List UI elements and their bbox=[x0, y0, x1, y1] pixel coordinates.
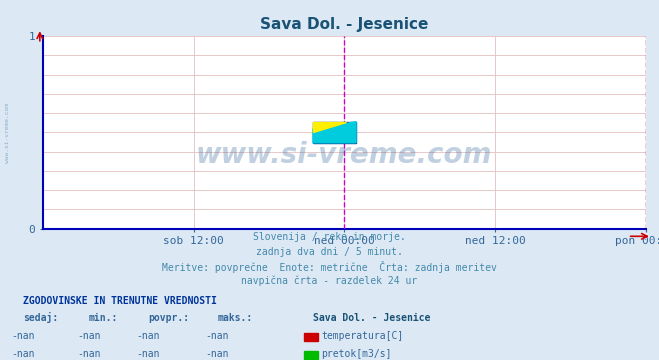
Text: navpična črta - razdelek 24 ur: navpična črta - razdelek 24 ur bbox=[241, 275, 418, 286]
Title: Sava Dol. - Jesenice: Sava Dol. - Jesenice bbox=[260, 17, 428, 32]
Text: -nan: -nan bbox=[77, 350, 101, 360]
Text: maks.:: maks.: bbox=[217, 314, 252, 324]
Text: www.si-vreme.com: www.si-vreme.com bbox=[5, 103, 11, 163]
Text: Sava Dol. - Jesenice: Sava Dol. - Jesenice bbox=[313, 314, 430, 324]
Text: -nan: -nan bbox=[11, 332, 35, 342]
Polygon shape bbox=[313, 122, 356, 143]
Text: -nan: -nan bbox=[77, 332, 101, 342]
Text: -nan: -nan bbox=[206, 350, 229, 360]
Text: temperatura[C]: temperatura[C] bbox=[322, 332, 404, 342]
Text: sedaj:: sedaj: bbox=[23, 312, 58, 324]
Polygon shape bbox=[313, 122, 346, 132]
Text: ZGODOVINSKE IN TRENUTNE VREDNOSTI: ZGODOVINSKE IN TRENUTNE VREDNOSTI bbox=[23, 296, 217, 306]
Text: Meritve: povprečne  Enote: metrične  Črta: zadnja meritev: Meritve: povprečne Enote: metrične Črta:… bbox=[162, 261, 497, 273]
Polygon shape bbox=[313, 122, 356, 143]
Text: min.:: min.: bbox=[89, 314, 119, 324]
Text: -nan: -nan bbox=[136, 332, 160, 342]
Text: Slovenija / reke in morje.: Slovenija / reke in morje. bbox=[253, 232, 406, 242]
Text: povpr.:: povpr.: bbox=[148, 314, 189, 324]
Text: -nan: -nan bbox=[11, 350, 35, 360]
Text: -nan: -nan bbox=[206, 332, 229, 342]
Text: zadnja dva dni / 5 minut.: zadnja dva dni / 5 minut. bbox=[256, 247, 403, 257]
Text: www.si-vreme.com: www.si-vreme.com bbox=[196, 141, 492, 170]
Text: -nan: -nan bbox=[136, 350, 160, 360]
Text: pretok[m3/s]: pretok[m3/s] bbox=[322, 350, 392, 360]
